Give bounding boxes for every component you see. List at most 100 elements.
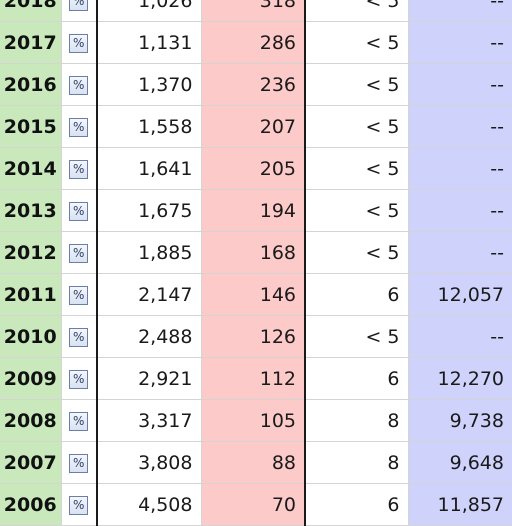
- value-cell-a: 2,921: [96, 357, 202, 400]
- value-cell-d: 11,857: [407, 483, 512, 526]
- year-cell: 2011: [0, 273, 62, 316]
- table-row: 2006 % 4,508 70 6 11,857: [0, 483, 512, 526]
- percent-icon[interactable]: %: [69, 117, 89, 137]
- value-cell-a: 1,558: [96, 105, 202, 148]
- percent-icon[interactable]: %: [69, 33, 89, 53]
- value-cell-c: 6: [304, 357, 409, 400]
- table-row: 2007 % 3,808 88 8 9,648: [0, 441, 512, 484]
- percent-icon[interactable]: %: [69, 0, 89, 11]
- value-cell-d: --: [407, 0, 512, 22]
- year-cell: 2010: [0, 315, 62, 358]
- table-row: 2012 % 1,885 168 < 5 --: [0, 231, 512, 274]
- value-cell-c: < 5: [304, 105, 409, 148]
- percent-cell: %: [60, 0, 98, 22]
- table-row: 2015 % 1,558 207 < 5 --: [0, 105, 512, 148]
- year-cell: 2012: [0, 231, 62, 274]
- value-cell-c: < 5: [304, 147, 409, 190]
- percent-cell: %: [60, 21, 98, 64]
- table-row: 2009 % 2,921 112 6 12,270: [0, 357, 512, 400]
- table-row: 2008 % 3,317 105 8 9,738: [0, 399, 512, 442]
- value-cell-b: 205: [200, 147, 306, 190]
- value-cell-b: 194: [200, 189, 306, 232]
- percent-icon[interactable]: %: [69, 285, 89, 305]
- value-cell-b: 126: [200, 315, 306, 358]
- value-cell-b: 318: [200, 0, 306, 22]
- value-cell-a: 1,885: [96, 231, 202, 274]
- value-cell-a: 3,808: [96, 441, 202, 484]
- value-cell-c: < 5: [304, 231, 409, 274]
- table-row: 2016 % 1,370 236 < 5 --: [0, 63, 512, 106]
- value-cell-d: 12,057: [407, 273, 512, 316]
- value-cell-a: 1,675: [96, 189, 202, 232]
- year-cell: 2018: [0, 0, 62, 22]
- value-cell-d: --: [407, 63, 512, 106]
- value-cell-c: 8: [304, 399, 409, 442]
- year-cell: 2016: [0, 63, 62, 106]
- value-cell-d: 9,648: [407, 441, 512, 484]
- year-cell: 2006: [0, 483, 62, 526]
- percent-cell: %: [60, 105, 98, 148]
- value-cell-d: --: [407, 147, 512, 190]
- year-cell: 2007: [0, 441, 62, 484]
- value-cell-c: < 5: [304, 0, 409, 22]
- value-cell-c: < 5: [304, 189, 409, 232]
- value-cell-b: 207: [200, 105, 306, 148]
- year-cell: 2014: [0, 147, 62, 190]
- table-row: 2011 % 2,147 146 6 12,057: [0, 273, 512, 316]
- percent-cell: %: [60, 189, 98, 232]
- percent-icon[interactable]: %: [69, 159, 89, 179]
- table-row: 2014 % 1,641 205 < 5 --: [0, 147, 512, 190]
- value-cell-c: 6: [304, 273, 409, 316]
- value-cell-d: --: [407, 105, 512, 148]
- value-cell-d: --: [407, 189, 512, 232]
- percent-icon[interactable]: %: [69, 369, 89, 389]
- percent-cell: %: [60, 63, 98, 106]
- percent-cell: %: [60, 147, 98, 190]
- value-cell-a: 3,317: [96, 399, 202, 442]
- percent-cell: %: [60, 231, 98, 274]
- value-cell-d: 12,270: [407, 357, 512, 400]
- value-cell-a: 1,026: [96, 0, 202, 22]
- value-cell-c: < 5: [304, 315, 409, 358]
- value-cell-d: --: [407, 315, 512, 358]
- year-cell: 2008: [0, 399, 62, 442]
- percent-icon[interactable]: %: [69, 201, 89, 221]
- value-cell-b: 236: [200, 63, 306, 106]
- table-row: 2018 % 1,026 318 < 5 --: [0, 0, 512, 22]
- percent-icon[interactable]: %: [69, 327, 89, 347]
- value-cell-a: 1,131: [96, 21, 202, 64]
- value-cell-a: 1,641: [96, 147, 202, 190]
- value-cell-a: 2,147: [96, 273, 202, 316]
- table-row: 2010 % 2,488 126 < 5 --: [0, 315, 512, 358]
- percent-icon[interactable]: %: [69, 243, 89, 263]
- value-cell-a: 1,370: [96, 63, 202, 106]
- value-cell-b: 286: [200, 21, 306, 64]
- percent-cell: %: [60, 441, 98, 484]
- value-cell-c: 8: [304, 441, 409, 484]
- value-cell-c: < 5: [304, 63, 409, 106]
- percent-cell: %: [60, 273, 98, 316]
- percent-cell: %: [60, 399, 98, 442]
- year-cell: 2013: [0, 189, 62, 232]
- percent-cell: %: [60, 357, 98, 400]
- value-cell-b: 70: [200, 483, 306, 526]
- value-cell-a: 4,508: [96, 483, 202, 526]
- percent-icon[interactable]: %: [69, 411, 89, 431]
- year-cell: 2009: [0, 357, 62, 400]
- value-cell-b: 146: [200, 273, 306, 316]
- year-cell: 2017: [0, 21, 62, 64]
- year-cell: 2015: [0, 105, 62, 148]
- value-cell-a: 2,488: [96, 315, 202, 358]
- percent-icon[interactable]: %: [69, 75, 89, 95]
- percent-icon[interactable]: %: [69, 453, 89, 473]
- value-cell-b: 168: [200, 231, 306, 274]
- value-cell-c: 6: [304, 483, 409, 526]
- table-row: 2017 % 1,131 286 < 5 --: [0, 21, 512, 64]
- value-cell-b: 112: [200, 357, 306, 400]
- table-row: 2013 % 1,675 194 < 5 --: [0, 189, 512, 232]
- value-cell-b: 105: [200, 399, 306, 442]
- percent-cell: %: [60, 483, 98, 526]
- value-cell-d: --: [407, 21, 512, 64]
